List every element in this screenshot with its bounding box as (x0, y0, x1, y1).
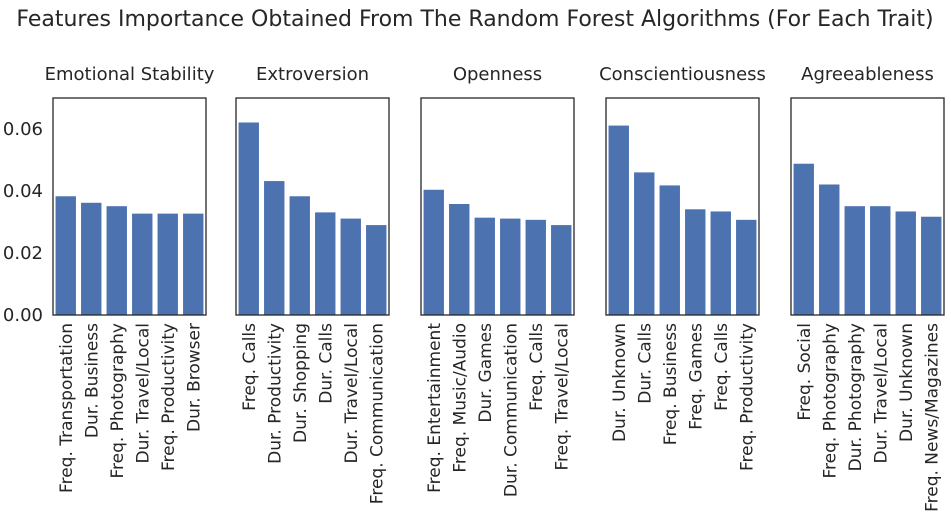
x-tick-label: Dur. Travel/Local (342, 323, 362, 463)
bar (315, 212, 336, 315)
bar (500, 218, 521, 315)
x-tick-label: Freq. Entertainment (425, 323, 445, 493)
bar (55, 196, 76, 315)
x-tick-label: Freq. Productivity (159, 323, 179, 471)
x-tick-label: Dur. Unknown (610, 323, 630, 442)
x-tick-label: Freq. Travel/Local (552, 323, 572, 471)
x-tick-label: Freq. Social (795, 323, 815, 421)
bar (238, 122, 259, 316)
x-tick-label: Freq. Transportation (57, 323, 77, 493)
bar (132, 213, 153, 315)
bar (183, 213, 204, 315)
x-tick-label: Dur. Travel/Local (133, 323, 153, 463)
bar (895, 211, 916, 315)
bar (870, 206, 891, 315)
bar (608, 125, 629, 315)
panel-frame (235, 97, 390, 316)
x-tick-label: Dur. Calls (316, 323, 336, 404)
y-tick-label: 0.06 (3, 119, 43, 140)
x-tick-label: Dur. Browser (184, 323, 204, 432)
bar (844, 206, 865, 315)
bar (685, 209, 706, 315)
bar (710, 211, 731, 315)
x-tick-label: Freq. Calls (527, 323, 547, 411)
x-tick-label: Freq. Photography (108, 323, 128, 479)
bar (921, 216, 942, 315)
x-tick-label: Dur. Communication (501, 323, 521, 497)
bar (736, 219, 757, 315)
bar (449, 204, 470, 315)
bar (793, 163, 814, 315)
panel-frame (420, 97, 575, 316)
x-tick-label: Freq. Business (661, 323, 681, 445)
bar (819, 184, 840, 315)
panel-title: Extroversion (256, 64, 369, 85)
panel-4: Agreeableness Freq. Social Freq. Photograp… (790, 64, 945, 512)
x-tick-label: Dur. Photography (846, 323, 866, 471)
bar (366, 225, 387, 315)
bar (551, 225, 572, 315)
panel-2: Openness Freq. Entertainment Freq. Music/A… (420, 64, 575, 497)
bar (106, 206, 127, 315)
x-tick-label: Dur. Unknown (897, 323, 917, 442)
x-tick-label: Freq. Productivity (737, 323, 757, 471)
x-tick-label: Dur. Travel/Local (871, 323, 891, 463)
bar (525, 219, 546, 315)
x-tick-label: Freq. Calls (240, 323, 260, 411)
bar (634, 172, 655, 315)
panel-3: Conscientiousness Dur. Unknown Dur. Calls F… (599, 64, 766, 471)
y-tick-label: 0.02 (3, 243, 43, 264)
x-tick-label: Dur. Business (82, 323, 102, 438)
x-tick-label: Freq. Photography (820, 323, 840, 479)
panel-title: Emotional Stability (45, 64, 215, 85)
bar (423, 189, 444, 315)
x-tick-label: Freq. Calls (712, 323, 732, 411)
x-tick-label: Dur. Calls (635, 323, 655, 404)
panel-frame (605, 97, 760, 316)
bar (474, 217, 495, 315)
panel-frame (52, 97, 207, 316)
chart-title: Features Importance Obtained From The Ra… (16, 7, 933, 32)
x-tick-label: Freq. Communication (367, 323, 387, 504)
bar (659, 185, 680, 315)
y-tick-label: 0.00 (3, 305, 43, 326)
bar (289, 196, 310, 315)
x-tick-label: Freq. News/Magazines (922, 323, 942, 512)
x-tick-label: Dur. Games (476, 323, 496, 423)
bar (157, 213, 178, 315)
x-tick-label: Dur. Productivity (265, 323, 285, 464)
bar (81, 202, 102, 315)
x-tick-label: Freq. Music/Audio (450, 323, 470, 473)
y-tick-label: 0.04 (3, 181, 43, 202)
x-tick-label: Dur. Shopping (291, 323, 311, 443)
panel-frame (790, 97, 945, 316)
panel-title: Conscientiousness (599, 64, 766, 85)
chart-panels: 0.00 0.02 0.04 0.06 Emotional Stability Freq.… (3, 64, 945, 512)
panel-title: Agreeableness (801, 64, 934, 85)
x-tick-label: Freq. Games (686, 323, 706, 430)
bar (340, 218, 361, 315)
panel-title: Openness (453, 64, 542, 85)
panel-1: Extroversion Freq. Calls Dur. Productivity… (235, 64, 390, 504)
bar (264, 181, 285, 315)
